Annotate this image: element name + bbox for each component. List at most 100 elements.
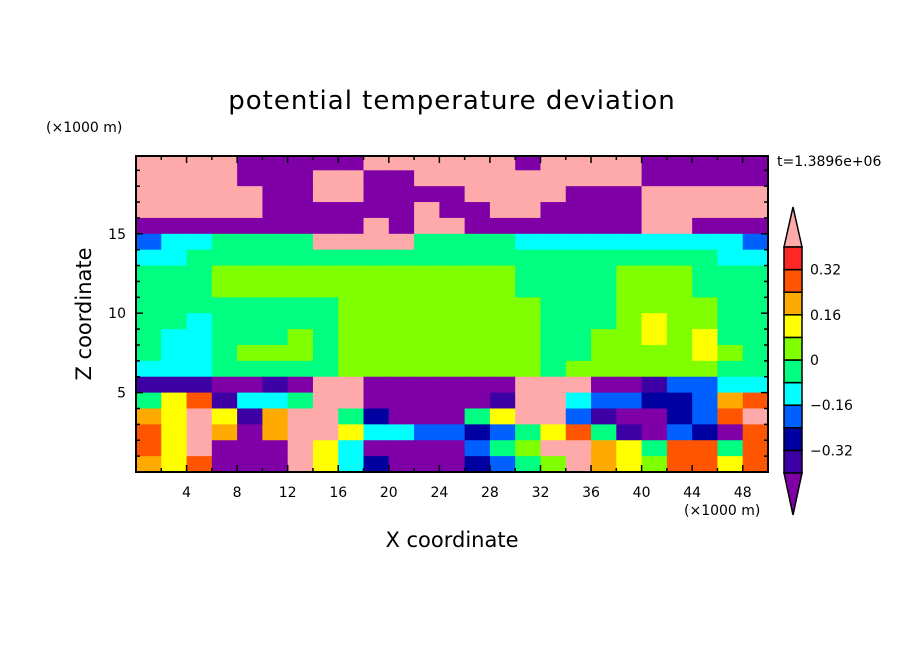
heatmap-cell: [414, 344, 440, 362]
heatmap-cell: [641, 156, 668, 171]
heatmap-cell: [312, 156, 339, 171]
heatmap-cell: [717, 265, 744, 282]
heatmap-cell: [666, 202, 693, 219]
heatmap-cell: [540, 265, 567, 282]
heatmap-cell: [262, 440, 289, 457]
heatmap-cell: [464, 281, 491, 298]
heatmap-cell: [717, 424, 744, 441]
heatmap-cell: [515, 440, 541, 457]
heatmap-cell: [464, 249, 491, 267]
heatmap-cell: [161, 281, 188, 298]
heatmap-cell: [262, 170, 289, 187]
heatmap-cell: [414, 440, 440, 457]
heatmap-cell: [464, 440, 491, 457]
heatmap-cell: [287, 265, 314, 282]
heatmap-cell: [414, 233, 440, 251]
x-tick-label: 28: [481, 485, 499, 501]
heatmap-cell: [136, 408, 162, 425]
heatmap-cell: [565, 202, 592, 219]
heatmap-cell: [489, 313, 516, 330]
heatmap-cell: [717, 170, 744, 187]
heatmap-cell: [464, 265, 491, 282]
heatmap-cell: [464, 344, 491, 362]
heatmap-cell: [136, 249, 162, 267]
heatmap-cell: [363, 392, 390, 409]
heatmap-cell: [388, 170, 415, 187]
heatmap-cell: [136, 281, 162, 298]
heatmap-cell: [211, 202, 238, 219]
heatmap-cell: [363, 329, 390, 346]
heatmap-cell: [464, 233, 491, 251]
heatmap-cell: [161, 392, 188, 409]
heatmap-cell: [439, 281, 466, 298]
heatmap-cell: [591, 440, 617, 457]
heatmap-cell: [287, 329, 314, 346]
heatmap-cells: [136, 156, 769, 473]
heatmap-cell: [742, 392, 769, 409]
heatmap-cell: [439, 408, 466, 425]
heatmap-cell: [489, 376, 516, 394]
heatmap-cell: [565, 265, 592, 282]
heatmap-cell: [515, 233, 541, 251]
colorbar-arrow-bottom: [783, 472, 803, 516]
heatmap-cell: [439, 170, 466, 187]
heatmap-cell: [717, 440, 744, 457]
heatmap-cell: [742, 360, 769, 378]
x-tick-label: 32: [532, 485, 550, 501]
heatmap-cell: [464, 456, 491, 473]
x-tick-label: 16: [329, 485, 347, 501]
heatmap-cell: [515, 249, 541, 267]
heatmap-cell: [439, 249, 466, 267]
heatmap-cell: [565, 170, 592, 187]
heatmap-cell: [515, 265, 541, 282]
heatmap-cell: [186, 440, 213, 457]
heatmap-cell: [312, 329, 339, 346]
heatmap-cell: [616, 297, 643, 314]
heatmap-cell: [439, 297, 466, 314]
heatmap-cell: [237, 344, 263, 362]
heatmap-cell: [439, 456, 466, 473]
heatmap-cell: [641, 297, 668, 314]
heatmap-cell: [717, 297, 744, 314]
heatmap-cell: [414, 156, 440, 171]
heatmap-cell: [439, 265, 466, 282]
heatmap-cell: [692, 344, 718, 362]
heatmap-cell: [338, 265, 365, 282]
heatmap-cell: [312, 233, 339, 251]
heatmap-cell: [692, 233, 718, 251]
heatmap-cell: [363, 344, 390, 362]
heatmap-cell: [717, 217, 744, 235]
heatmap-cell: [312, 170, 339, 187]
heatmap-cell: [161, 424, 188, 441]
heatmap-cell: [464, 424, 491, 441]
heatmap-cell: [136, 456, 162, 473]
heatmap-cell: [363, 408, 390, 425]
heatmap-cell: [616, 424, 643, 441]
heatmap-cell: [616, 186, 643, 203]
heatmap-cell: [666, 329, 693, 346]
heatmap-cell: [338, 376, 365, 394]
heatmap-cell: [540, 456, 567, 473]
colorbar-box: [783, 336, 803, 361]
heatmap-cell: [388, 156, 415, 171]
heatmap-cell: [211, 265, 238, 282]
heatmap-cell: [515, 313, 541, 330]
heatmap-cell: [742, 313, 769, 330]
heatmap-cell: [211, 156, 238, 171]
heatmap-cell: [616, 329, 643, 346]
heatmap-cell: [692, 281, 718, 298]
heatmap-cell: [666, 297, 693, 314]
heatmap-cell: [237, 440, 263, 457]
heatmap-cell: [540, 249, 567, 267]
heatmap-cell: [666, 313, 693, 330]
heatmap-cell: [540, 156, 567, 171]
heatmap-cell: [186, 424, 213, 441]
heatmap-cell: [489, 456, 516, 473]
heatmap-cell: [717, 202, 744, 219]
heatmap-cell: [186, 313, 213, 330]
heatmap-cell: [287, 297, 314, 314]
heatmap-cell: [616, 344, 643, 362]
heatmap-cell: [388, 440, 415, 457]
colorbar-box: [783, 359, 803, 384]
heatmap-cell: [211, 297, 238, 314]
